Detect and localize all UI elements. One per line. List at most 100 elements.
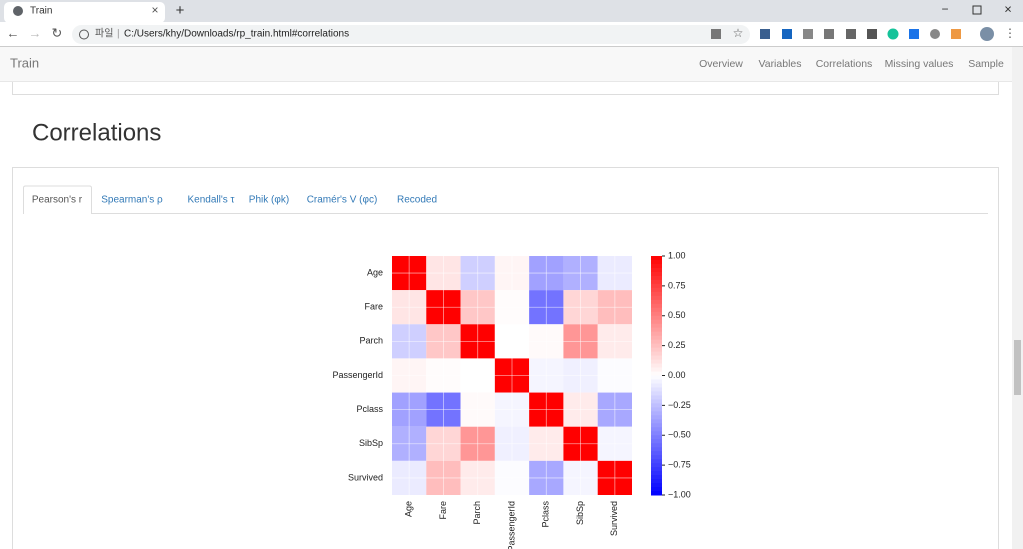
extension-icon[interactable] [782,29,792,39]
tab[interactable]: Phik (φk) [249,195,289,206]
omnibox[interactable] [72,25,750,44]
y-tick-label: Age [367,267,383,277]
scrollbar [1012,47,1023,549]
extension-icon[interactable] [951,29,961,39]
colorbar-segment [651,339,662,345]
colorbar-segment [651,395,662,400]
navbar [0,47,1012,82]
colorbar-segment [651,447,662,452]
menu-button[interactable]: ⋮ [1004,26,1016,40]
section-title: Correlations [32,119,161,146]
forward-button[interactable]: → [29,25,42,40]
extension-icon[interactable] [887,28,899,40]
bookmark-star[interactable]: ☆ [733,26,744,40]
colorbar-segment [651,279,662,285]
colorbar-segment [651,399,662,404]
colorbar-segment [651,423,662,428]
colorbar-segment [651,323,662,329]
colorbar-segment [651,303,662,309]
colorbar-segment [651,319,662,325]
colorbar-segment [651,315,662,321]
x-tick-label: Survived [609,501,619,536]
colorbar-segment [651,367,662,373]
colorbar-segment [651,475,662,480]
colorbar-segment [651,275,662,281]
colorbar-tick-label: 0.50 [668,310,686,320]
restore[interactable] [972,5,982,15]
colorbar-segment [651,451,662,456]
scrollbar-thumb[interactable] [1014,340,1021,395]
colorbar-segment [651,283,662,289]
colorbar-segment [651,479,662,484]
colorbar-segment [651,359,662,365]
tab[interactable]: Kendall's τ [188,195,235,206]
reload-button[interactable]: ↻ [52,25,63,40]
active-tab[interactable]: Pearson's r [32,195,83,206]
active-tab-box [23,185,92,214]
colorbar-segment [651,343,662,349]
x-tick-label: PassengerId [506,501,516,549]
nav-link[interactable]: Variables [759,58,802,70]
colorbar-segment [651,256,662,261]
colorbar-segment [651,483,662,488]
colorbar-segment [651,487,662,492]
translate-icon[interactable] [711,29,721,39]
colorbar-segment [651,431,662,436]
nav-link[interactable]: Missing values [885,58,954,70]
extension-icon[interactable] [909,29,919,39]
profile-avatar[interactable] [980,27,994,41]
colorbar-segment [651,371,662,376]
colorbar-segment [651,467,662,472]
colorbar-tick-label: −0.75 [668,460,691,470]
x-tick-label: Pclass [541,501,551,528]
url-scheme: 파일 [95,28,113,40]
colorbar-segment [651,331,662,337]
colorbar-segment [651,311,662,317]
x-tick-label: Fare [438,501,448,520]
navbar-brand[interactable]: Train [10,55,39,70]
colorbar-tick-label: 0.00 [668,370,686,380]
nav-link[interactable]: Correlations [816,58,873,70]
colorbar-segment [651,351,662,357]
minimize[interactable]: − [941,2,948,16]
colorbar-segment [651,463,662,468]
colorbar-segment [651,259,662,265]
back-button[interactable]: ← [7,25,20,40]
extension-icon[interactable] [867,29,877,39]
nav-link[interactable]: Sample [968,58,1004,70]
browser-tab[interactable] [4,2,165,23]
separator: | [117,29,120,40]
colorbar-segment [651,271,662,277]
colorbar-segment [651,335,662,341]
y-tick-label: Pclass [356,404,383,414]
close-window[interactable]: × [1004,1,1012,16]
extension-icon[interactable] [803,29,813,39]
tab-favicon [13,6,23,16]
nav-link[interactable]: Overview [699,58,743,70]
y-tick-label: Fare [364,302,383,312]
colorbar-tick-label: −0.25 [668,400,691,410]
tab-close[interactable]: × [151,3,158,17]
colorbar-tick-label: −0.50 [668,430,691,440]
extension-icon[interactable] [760,29,770,39]
extension-icon[interactable] [824,29,834,39]
y-tick-label: Survived [348,472,383,482]
colorbar-segment [651,403,662,408]
colorbar-segment [651,347,662,353]
colorbar-segment [651,263,662,269]
tab-strip [0,0,1023,22]
tab[interactable]: Cramér's V (φc) [307,195,378,206]
extension-icon[interactable] [846,29,856,39]
tab[interactable]: Recoded [397,195,437,206]
colorbar-segment [651,267,662,273]
colorbar-tick-label: 0.25 [668,340,686,350]
x-tick-label: Age [404,501,414,517]
tab[interactable]: Spearman's ρ [101,195,163,206]
colorbar-segment [651,443,662,448]
extension-icon[interactable] [930,29,940,39]
new-tab[interactable]: + [176,2,185,19]
colorbar-segment [651,471,662,476]
info-icon[interactable] [79,29,89,40]
